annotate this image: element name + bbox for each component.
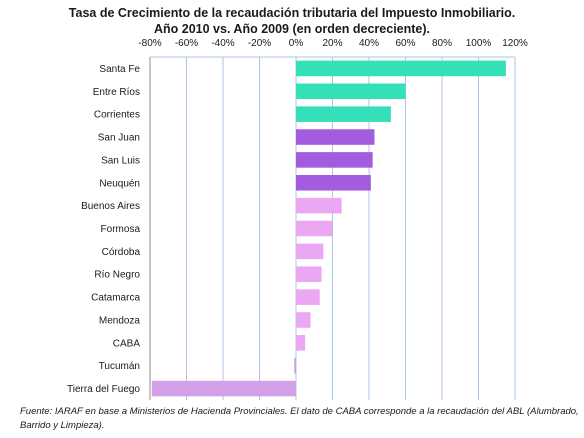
source-note: Fuente: IARAF en base a Ministerios de H… [20,406,579,431]
category-label: Tierra del Fuego [67,384,140,395]
bar [296,106,391,122]
x-tick-label: 40% [359,38,379,49]
x-tick-label: 60% [395,38,415,49]
x-tick-label: -20% [248,38,271,49]
bar [296,60,506,77]
category-label: Mendoza [99,315,141,326]
x-tick-label: 0% [289,38,304,49]
bar [296,152,373,168]
bar [296,197,342,214]
bar [296,129,375,145]
x-tick-label: 80% [432,38,452,49]
bar-chart: -80% -60% -40% -20% 0% 20% 40% 60% 80% 100% 120% Sa… [67,38,528,400]
category-label: CABA [113,338,141,349]
bar [296,335,306,351]
bar [151,380,296,397]
bar [296,289,320,305]
bar [296,243,324,260]
bar [296,266,322,283]
x-tick-label: 100% [466,38,492,49]
bar [296,174,371,191]
x-tick-label: -40% [211,38,234,49]
category-label: San Luis [101,155,140,166]
category-label: San Juan [98,133,140,144]
chart-subtitle: Año 2010 vs. Año 2009 (en orden decrecie… [153,22,431,36]
x-tick-label: 120% [502,38,528,49]
category-label: Tucumán [99,361,140,372]
category-label: Río Negro [94,270,140,281]
bar [296,312,311,328]
category-label: Catamarca [91,293,140,304]
x-tick-label: -60% [175,38,198,49]
x-tick-label: -80% [138,38,161,49]
category-label: Corrientes [94,110,140,121]
category-label: Santa Fe [99,64,140,75]
bar [294,357,296,374]
x-tick-label: 20% [322,38,342,49]
chart-title: Tasa de Crecimiento de la recaudación tr… [68,6,516,20]
category-label: Buenos Aires [81,201,140,212]
bar [296,220,333,237]
category-label: Córdoba [102,247,141,258]
category-label: Formosa [101,224,141,235]
category-label: Entre Ríos [93,87,140,98]
bar [296,83,406,100]
category-label: Neuquén [99,178,140,189]
